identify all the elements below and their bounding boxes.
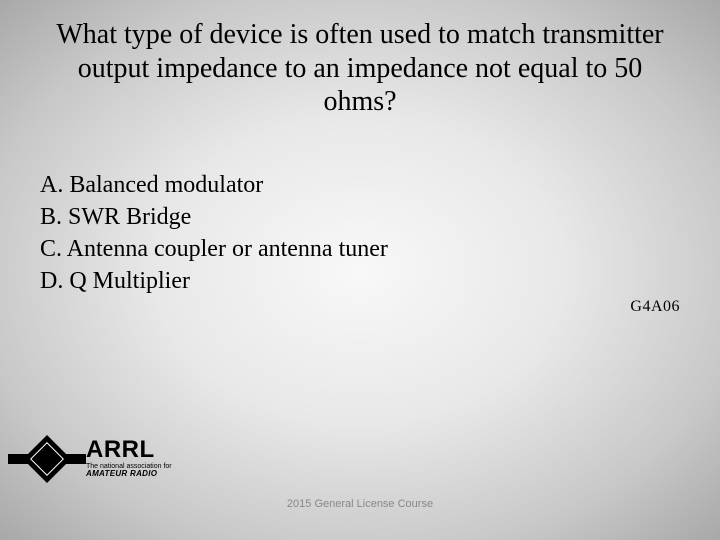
arrl-logo: ARRL The national association for AMATEU… bbox=[14, 436, 172, 482]
option-b-text: B. SWR Bridge bbox=[40, 204, 191, 230]
slide-container: What type of device is often used to mat… bbox=[0, 0, 720, 540]
footer-text: 2015 General License Course bbox=[0, 498, 720, 510]
option-a-text: A. Balanced modulator bbox=[40, 172, 263, 198]
question-text: What type of device is often used to mat… bbox=[40, 18, 680, 119]
logo-tagline-line2: AMATEUR RADIO bbox=[86, 469, 157, 478]
question-code: G4A06 bbox=[630, 298, 680, 316]
logo-main-text: ARRL bbox=[86, 439, 172, 461]
option-d: D. Q Multiplier bbox=[40, 266, 388, 296]
logo-diamond-icon bbox=[14, 436, 80, 482]
option-a: A. Balanced modulator bbox=[40, 170, 388, 200]
option-b: B. SWR Bridge bbox=[40, 202, 388, 232]
logo-text-block: ARRL The national association for AMATEU… bbox=[86, 439, 172, 479]
option-c-text: C. Antenna coupler or antenna tuner bbox=[40, 236, 388, 262]
option-d-text: D. Q Multiplier bbox=[40, 268, 190, 294]
options-list: A. Balanced modulator B. SWR Bridge C. A… bbox=[40, 170, 388, 298]
option-c: C. Antenna coupler or antenna tuner bbox=[40, 234, 388, 264]
logo-tagline: The national association for AMATEUR RAD… bbox=[86, 463, 172, 479]
logo-bar-right bbox=[64, 454, 86, 464]
